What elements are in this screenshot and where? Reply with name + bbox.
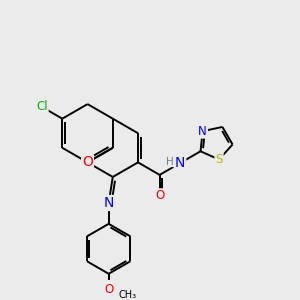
- Text: H: H: [166, 157, 174, 167]
- Text: O: O: [82, 155, 93, 170]
- Text: O: O: [155, 189, 164, 202]
- Text: O: O: [104, 283, 113, 296]
- Text: Cl: Cl: [36, 100, 48, 113]
- Text: CH₃: CH₃: [118, 290, 136, 300]
- Text: N: N: [198, 125, 207, 138]
- Text: N: N: [175, 156, 185, 170]
- Text: S: S: [215, 153, 223, 166]
- Text: N: N: [103, 196, 114, 210]
